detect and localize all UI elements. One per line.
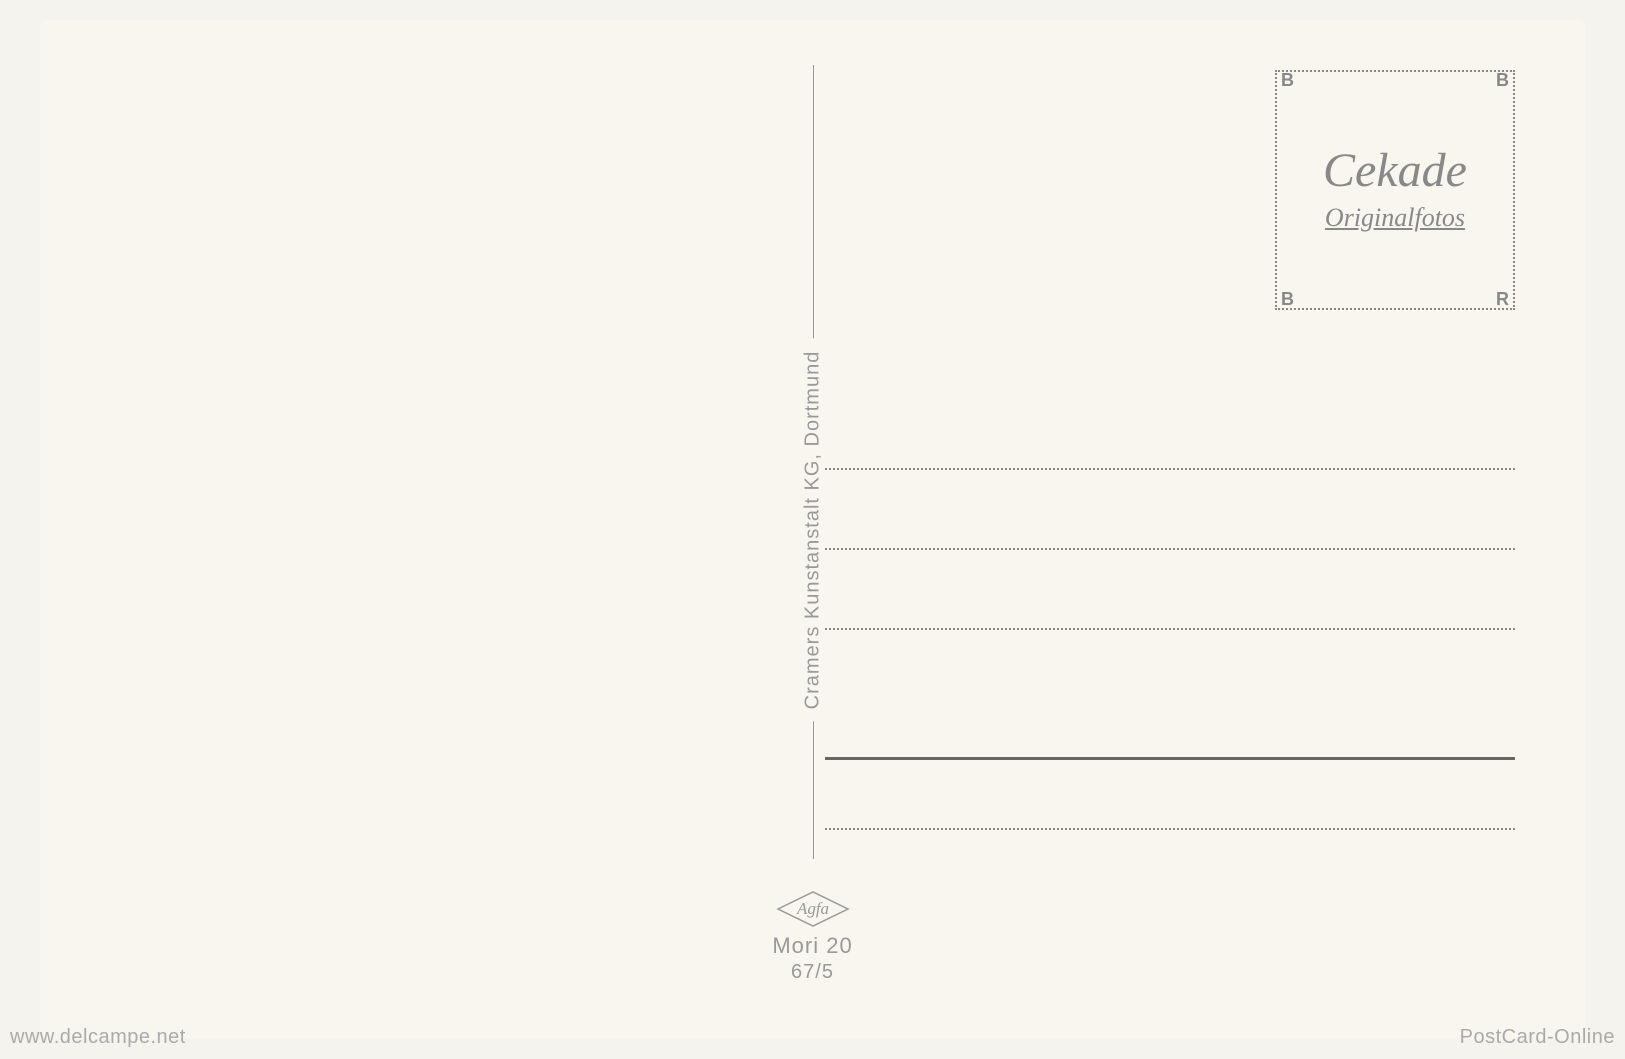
stamp-corner-br: R bbox=[1496, 289, 1509, 310]
stamp-logo: Cekade Originalfotos bbox=[1323, 147, 1467, 233]
agfa-text: Agfa bbox=[795, 899, 828, 918]
address-line-1 bbox=[825, 390, 1515, 470]
postcard-back: Cramers Kunstanstalt KG, Dortmund B B B … bbox=[40, 20, 1585, 1039]
code-main: Mori 20 bbox=[772, 933, 852, 959]
address-line-2 bbox=[825, 470, 1515, 550]
address-line-5 bbox=[825, 760, 1515, 830]
stamp-corner-bl: B bbox=[1281, 289, 1294, 310]
address-line-4 bbox=[825, 630, 1515, 760]
stamp-placeholder: B B B R Cekade Originalfotos bbox=[1275, 70, 1515, 310]
card-code: Mori 20 67/5 bbox=[772, 933, 852, 984]
address-area bbox=[825, 390, 1515, 830]
code-sub: 67/5 bbox=[772, 961, 852, 984]
stamp-tagline: Originalfotos bbox=[1323, 203, 1467, 233]
address-line-3 bbox=[825, 550, 1515, 630]
watermark-left: www.delcampe.net bbox=[10, 1026, 186, 1049]
publisher-label: Cramers Kunstanstalt KG, Dortmund bbox=[801, 338, 824, 721]
stamp-corner-tr: B bbox=[1496, 70, 1509, 91]
stamp-corner-tl: B bbox=[1281, 70, 1294, 91]
stamp-brand: Cekade bbox=[1323, 147, 1467, 195]
agfa-logo: Agfa bbox=[773, 889, 853, 934]
watermark-right: PostCard-Online bbox=[1460, 1026, 1615, 1049]
